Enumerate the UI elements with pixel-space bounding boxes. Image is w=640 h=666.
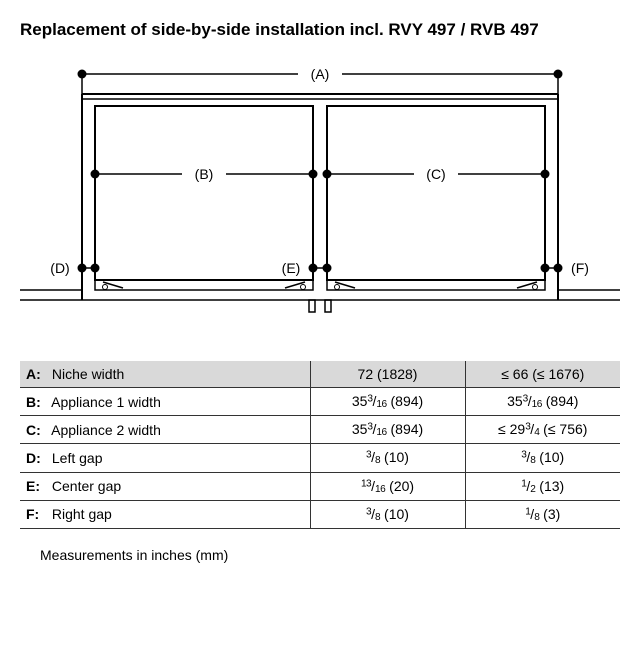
svg-text:(B): (B) bbox=[195, 166, 214, 182]
page-title: Replacement of side-by-side installation… bbox=[20, 20, 620, 40]
installation-diagram: (A) (B) (C) (D) (E) (F) bbox=[20, 58, 620, 343]
svg-text:(F): (F) bbox=[571, 260, 589, 276]
table-row: F: Right gap3/8 (10)1/8 (3) bbox=[20, 500, 620, 528]
svg-text:(E): (E) bbox=[282, 260, 301, 276]
svg-text:(C): (C) bbox=[426, 166, 445, 182]
footer-note: Measurements in inches (mm) bbox=[40, 547, 620, 563]
table-row: E: Center gap13/16 (20)1/2 (13) bbox=[20, 472, 620, 500]
table-row: D: Left gap3/8 (10)3/8 (10) bbox=[20, 444, 620, 472]
measurements-table: A: Niche width72 (1828)≤ 66 (≤ 1676)B: A… bbox=[20, 361, 620, 529]
svg-text:(D): (D) bbox=[50, 260, 69, 276]
table-row: C: Appliance 2 width353/16 (894)≤ 293/4 … bbox=[20, 416, 620, 444]
table-row: A: Niche width72 (1828)≤ 66 (≤ 1676) bbox=[20, 361, 620, 388]
table-row: B: Appliance 1 width353/16 (894)353/16 (… bbox=[20, 388, 620, 416]
svg-text:(A): (A) bbox=[311, 66, 330, 82]
